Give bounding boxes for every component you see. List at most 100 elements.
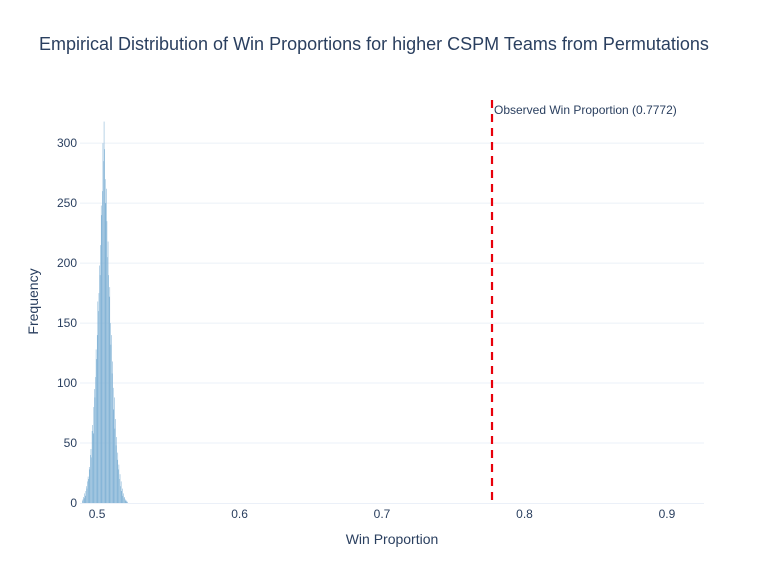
- histogram-bar: [107, 257, 108, 503]
- histogram-bar: [115, 419, 116, 503]
- histogram-bar: [96, 335, 98, 503]
- y-tick-label: 50: [64, 436, 78, 450]
- histogram-bar: [96, 359, 97, 503]
- histogram-bar: [90, 455, 91, 503]
- gridlines: [80, 142, 704, 444]
- histogram-bar: [103, 121, 105, 503]
- histogram-bar: [83, 498, 85, 503]
- x-tick-label: 0.9: [659, 507, 676, 521]
- histogram-bar: [84, 495, 86, 503]
- histogram-bar: [86, 486, 87, 503]
- histogram-bar: [86, 488, 88, 503]
- histogram-bar: [126, 501, 128, 503]
- histogram-bar: [123, 498, 125, 503]
- histogram-bar: [113, 409, 115, 503]
- histogram-bar: [82, 500, 83, 503]
- y-tick-label: 200: [57, 256, 77, 270]
- histogram-bar: [111, 335, 112, 503]
- histogram-bar: [85, 491, 87, 503]
- x-axis-ticks: 0.5 0.6 0.7 0.8 0.9: [89, 507, 676, 521]
- histogram-bar: [122, 488, 123, 503]
- x-tick-label: 0.8: [516, 507, 533, 521]
- y-tick-label: 100: [57, 376, 77, 390]
- y-tick-label: 250: [57, 196, 77, 210]
- histogram-bar: [115, 445, 117, 503]
- histogram-bar: [104, 149, 105, 503]
- histogram-bar: [124, 499, 126, 503]
- histogram-bar: [101, 215, 103, 503]
- histogram-bar: [121, 491, 123, 503]
- histogram-bar: [104, 179, 106, 504]
- histogram-bar: [95, 377, 96, 503]
- histogram-bar: [102, 143, 104, 503]
- histogram-bar: [92, 425, 93, 503]
- y-tick-label: 0: [70, 496, 77, 510]
- histogram-bar: [100, 245, 101, 503]
- histogram-bar: [88, 467, 90, 503]
- histogram-bar: [103, 161, 104, 503]
- x-axis-title: Win Proportion: [346, 531, 439, 547]
- histogram-bar: [91, 431, 93, 503]
- histogram-bar: [116, 459, 118, 503]
- histogram-bar: [106, 188, 107, 503]
- chart-title: Empirical Distribution of Win Proportion…: [39, 34, 709, 54]
- histogram-bar: [95, 349, 97, 503]
- histogram-bar: [82, 499, 84, 503]
- observed-win-proportion-label: Observed Win Proportion (0.7772): [494, 103, 677, 117]
- histogram-bar: [110, 344, 112, 503]
- histogram-bar: [106, 221, 108, 503]
- histogram-bar: [100, 205, 102, 504]
- histogram-bar: [110, 323, 111, 503]
- histogram-bar: [114, 397, 115, 503]
- histogram-bar: [126, 500, 127, 503]
- histogram-bar: [93, 407, 95, 503]
- histogram-bar: [112, 387, 114, 503]
- histogram-bar: [89, 469, 91, 503]
- histogram-bar: [91, 457, 92, 503]
- y-tick-label: 300: [57, 136, 77, 150]
- histogram-bar: [87, 481, 88, 503]
- histogram-bar: [98, 293, 100, 503]
- histogram-bar: [94, 397, 96, 503]
- x-tick-label: 0.5: [89, 507, 106, 521]
- histogram-bar: [120, 486, 121, 503]
- histogram-bar: [84, 493, 85, 503]
- histogram-bar: [116, 437, 117, 503]
- histogram-bar: [107, 241, 109, 503]
- histogram-bar: [118, 469, 119, 503]
- histogram-bars: [82, 121, 128, 504]
- histogram-bar: [119, 479, 120, 503]
- histogram-bar: [105, 203, 107, 503]
- histogram-bar: [118, 464, 120, 503]
- histogram-bar: [90, 449, 92, 503]
- histogram-bar: [83, 497, 84, 503]
- histogram-bar: [111, 373, 113, 503]
- y-axis-title: Frequency: [25, 268, 41, 334]
- histogram-bar: [88, 479, 89, 503]
- histogram-bar: [87, 476, 89, 503]
- y-tick-label: 150: [57, 316, 77, 330]
- histogram-bar: [120, 481, 122, 503]
- histogram-bar: [92, 433, 94, 503]
- histogram-bar: [94, 389, 95, 503]
- histogram-bar: [127, 501, 128, 503]
- histogram-bar: [119, 474, 121, 503]
- histogram-bar: [125, 500, 127, 503]
- histogram-bar: [109, 287, 111, 503]
- histogram-bar: [114, 428, 116, 503]
- histogram-bar: [124, 497, 125, 503]
- histogram-bar: [122, 495, 124, 503]
- histogram-bar: [98, 311, 99, 503]
- histogram-bar: [123, 493, 124, 503]
- histogram-bar: [108, 275, 109, 503]
- histogram-bar: [117, 452, 119, 503]
- histogram-bar: [97, 301, 99, 503]
- histogram-bar: [112, 361, 113, 503]
- x-tick-label: 0.6: [231, 507, 248, 521]
- histogram-bar: [102, 191, 103, 503]
- x-tick-label: 0.7: [374, 507, 391, 521]
- histogram-bar: [99, 275, 101, 503]
- histogram-bar: [108, 296, 110, 503]
- y-axis-ticks: 0 50 100 150 200 250 300: [57, 136, 77, 510]
